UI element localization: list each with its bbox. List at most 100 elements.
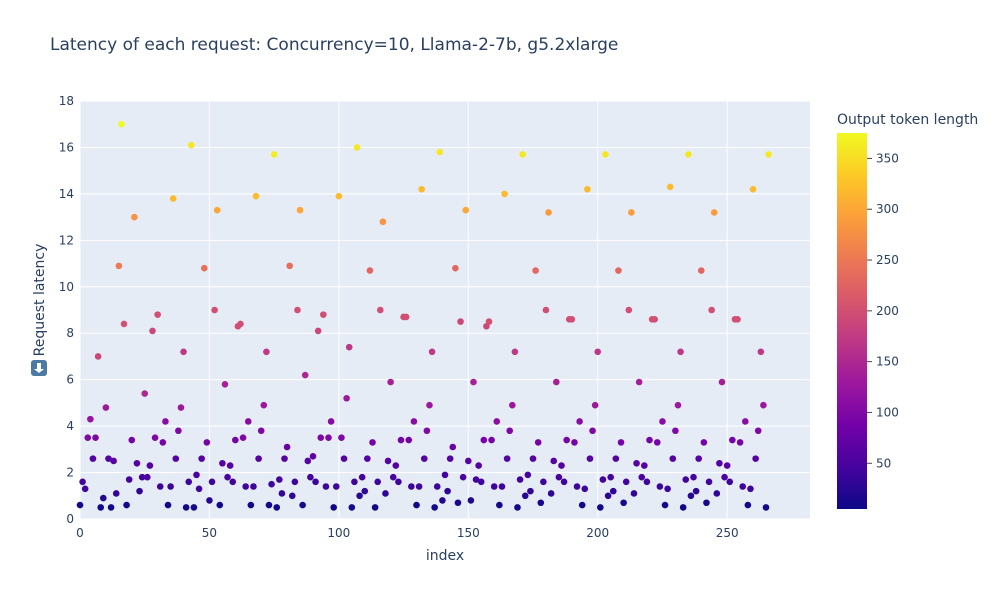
data-point xyxy=(125,476,133,483)
data-point xyxy=(405,436,413,444)
data-point xyxy=(426,401,433,409)
x-tick-label: 200 xyxy=(586,526,609,540)
data-point xyxy=(144,473,151,481)
data-point xyxy=(97,504,105,511)
data-point xyxy=(123,501,130,509)
colorbar-title: Output token length xyxy=(837,112,978,128)
x-tick-label: 50 xyxy=(202,526,217,540)
data-point xyxy=(651,315,658,323)
data-point xyxy=(641,462,648,469)
data-point xyxy=(697,267,705,274)
data-point xyxy=(656,483,664,490)
data-point xyxy=(470,378,477,386)
data-point xyxy=(291,478,299,486)
data-point xyxy=(545,209,552,216)
data-point xyxy=(516,476,524,483)
data-point xyxy=(94,353,102,360)
data-point xyxy=(408,483,415,490)
data-point xyxy=(247,501,255,509)
data-point xyxy=(747,485,754,493)
data-point xyxy=(110,457,117,465)
data-point xyxy=(345,343,353,351)
data-point xyxy=(410,418,418,425)
data-point xyxy=(586,455,594,462)
data-point xyxy=(164,501,172,509)
x-axis-ticks: 0 50 100 150 200 250 xyxy=(76,526,738,540)
data-point xyxy=(685,151,692,158)
data-point xyxy=(519,151,526,158)
data-point xyxy=(488,436,495,444)
y-tick-label: 0 xyxy=(66,512,74,526)
data-point xyxy=(353,144,361,151)
download-arrow-icon[interactable] xyxy=(31,360,47,376)
data-point xyxy=(721,473,728,481)
data-point xyxy=(304,457,312,465)
data-point xyxy=(454,499,462,507)
colorbar-tick-label: 200 xyxy=(876,304,899,318)
data-point xyxy=(638,473,646,481)
y-tick-label: 8 xyxy=(66,326,74,340)
data-point xyxy=(521,492,529,500)
data-point xyxy=(172,455,180,462)
data-point xyxy=(597,504,604,511)
data-point xyxy=(431,504,438,511)
data-point xyxy=(594,348,602,356)
chart-title: Latency of each request: Concurrency=10,… xyxy=(50,35,618,55)
data-point xyxy=(472,476,480,483)
data-point xyxy=(330,504,337,511)
data-point xyxy=(643,478,651,486)
data-point xyxy=(283,443,291,451)
data-point xyxy=(524,471,532,479)
data-point xyxy=(762,504,770,511)
data-point xyxy=(185,478,193,486)
data-point xyxy=(343,394,350,402)
data-point xyxy=(89,455,97,462)
data-point xyxy=(674,401,682,409)
data-point xyxy=(252,192,260,200)
data-point xyxy=(278,490,286,497)
data-point xyxy=(710,209,718,216)
data-point xyxy=(159,439,167,446)
data-point xyxy=(529,455,537,462)
data-point xyxy=(669,455,677,462)
data-point xyxy=(625,306,633,314)
data-point xyxy=(444,487,451,495)
colorbar-tick-label: 100 xyxy=(876,405,899,419)
data-point xyxy=(242,483,249,490)
data-point xyxy=(537,499,545,507)
data-point xyxy=(384,457,392,465)
data-point xyxy=(584,185,591,193)
data-point xyxy=(265,501,273,509)
colorbar-tick-label: 350 xyxy=(876,151,899,165)
data-point xyxy=(397,436,405,444)
data-point xyxy=(379,218,387,226)
data-point xyxy=(288,492,296,500)
scatter-points xyxy=(76,120,772,511)
data-point xyxy=(162,418,169,425)
data-point xyxy=(736,439,744,446)
data-point xyxy=(628,209,635,216)
y-axis-label: Request latency xyxy=(32,244,48,357)
data-point xyxy=(149,327,156,335)
colorbar-tick-label: 300 xyxy=(876,202,899,216)
data-point xyxy=(299,501,306,509)
data-point xyxy=(475,462,482,469)
data-point xyxy=(156,483,164,490)
data-point xyxy=(635,378,643,386)
data-point xyxy=(423,427,431,435)
data-point xyxy=(268,480,275,488)
data-point xyxy=(558,462,565,469)
data-point xyxy=(105,455,112,462)
data-point xyxy=(413,501,420,509)
colorbar xyxy=(837,133,867,509)
data-point xyxy=(312,478,319,486)
data-point xyxy=(547,490,555,497)
data-point xyxy=(255,455,262,462)
data-point xyxy=(436,148,444,156)
data-point xyxy=(115,262,123,270)
data-point xyxy=(167,483,174,490)
data-point xyxy=(550,457,558,465)
data-point xyxy=(578,501,586,509)
data-point xyxy=(213,206,221,214)
data-point xyxy=(749,185,757,193)
